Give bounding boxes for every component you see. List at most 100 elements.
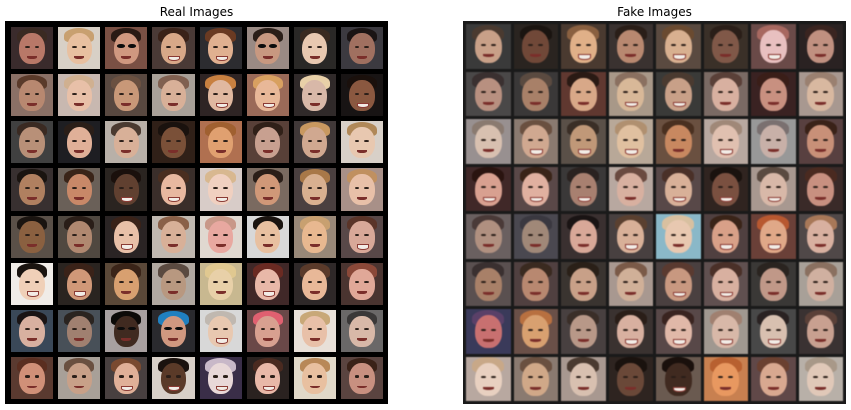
- real-face-image: [199, 27, 242, 70]
- real-face-image: [152, 215, 195, 258]
- fake-face-image: [466, 71, 511, 116]
- fake-face-image: [703, 119, 748, 164]
- real-face-image: [152, 74, 195, 117]
- real-images-title: Real Images: [159, 5, 234, 19]
- real-face-image: [293, 121, 336, 164]
- fake-face-image: [561, 24, 606, 69]
- real-face-image: [58, 215, 101, 258]
- real-face-image: [246, 168, 289, 211]
- real-face-image: [199, 74, 242, 117]
- real-face-image: [152, 309, 195, 352]
- fake-face-image: [751, 261, 796, 306]
- real-face-image: [340, 74, 383, 117]
- fake-face-image: [513, 166, 558, 211]
- fake-face-image: [608, 214, 653, 259]
- fake-face-image: [608, 24, 653, 69]
- real-face-image: [11, 215, 54, 258]
- real-face-image: [246, 215, 289, 258]
- real-face-image: [246, 262, 289, 305]
- fake-face-image: [608, 309, 653, 354]
- real-face-image: [11, 27, 54, 70]
- real-face-image: [293, 262, 336, 305]
- fake-images-panel: Fake Images: [463, 4, 846, 406]
- real-face-image: [152, 168, 195, 211]
- fake-face-image: [798, 214, 843, 259]
- real-face-image: [199, 356, 242, 399]
- real-face-image: [105, 215, 148, 258]
- real-face-image: [246, 356, 289, 399]
- fake-face-image: [798, 309, 843, 354]
- fake-face-image: [751, 71, 796, 116]
- fake-face-image: [608, 356, 653, 401]
- fake-face-image: [703, 261, 748, 306]
- fake-face-image: [656, 24, 701, 69]
- real-face-image: [152, 121, 195, 164]
- fake-face-image: [798, 24, 843, 69]
- real-face-image: [340, 121, 383, 164]
- fake-face-image: [656, 261, 701, 306]
- real-face-image: [11, 309, 54, 352]
- fake-face-image: [608, 71, 653, 116]
- real-face-image: [58, 121, 101, 164]
- real-face-image: [199, 309, 242, 352]
- real-face-image: [11, 74, 54, 117]
- real-face-image: [340, 27, 383, 70]
- fake-face-image: [751, 24, 796, 69]
- real-face-image: [246, 27, 289, 70]
- real-face-image: [105, 74, 148, 117]
- real-images-panel: Real Images: [5, 4, 388, 406]
- fake-face-image: [466, 166, 511, 211]
- fake-face-image: [466, 214, 511, 259]
- real-face-image: [105, 262, 148, 305]
- real-face-image: [105, 168, 148, 211]
- fake-face-image: [608, 261, 653, 306]
- real-face-image: [11, 262, 54, 305]
- fake-face-image: [656, 119, 701, 164]
- fake-face-image: [798, 261, 843, 306]
- real-face-image: [293, 27, 336, 70]
- fake-face-image: [513, 24, 558, 69]
- fake-face-image: [751, 309, 796, 354]
- real-face-image: [105, 27, 148, 70]
- fake-face-image: [656, 71, 701, 116]
- real-face-image: [199, 215, 242, 258]
- fake-face-image: [751, 119, 796, 164]
- real-face-image: [340, 168, 383, 211]
- real-face-image: [58, 27, 101, 70]
- real-face-image: [152, 27, 195, 70]
- fake-face-image: [751, 166, 796, 211]
- fake-face-image: [703, 214, 748, 259]
- fake-face-image: [703, 71, 748, 116]
- real-face-image: [11, 356, 54, 399]
- real-face-image: [246, 121, 289, 164]
- real-face-image: [58, 309, 101, 352]
- real-face-image: [105, 356, 148, 399]
- fake-face-image: [466, 356, 511, 401]
- real-face-image: [340, 215, 383, 258]
- fake-images-grid: [463, 21, 846, 404]
- fake-images-title: Fake Images: [617, 5, 692, 19]
- fake-face-image: [608, 119, 653, 164]
- fake-face-image: [561, 214, 606, 259]
- real-face-image: [199, 168, 242, 211]
- real-face-image: [58, 168, 101, 211]
- fake-face-image: [561, 309, 606, 354]
- fake-face-image: [466, 119, 511, 164]
- fake-face-image: [703, 24, 748, 69]
- real-face-image: [293, 356, 336, 399]
- real-face-image: [199, 262, 242, 305]
- fake-face-image: [703, 356, 748, 401]
- fake-face-image: [561, 166, 606, 211]
- real-face-image: [105, 121, 148, 164]
- fake-face-image: [513, 119, 558, 164]
- fake-face-image: [751, 356, 796, 401]
- fake-face-image: [798, 71, 843, 116]
- fake-face-image: [703, 166, 748, 211]
- real-face-image: [152, 356, 195, 399]
- fake-face-image: [466, 261, 511, 306]
- real-face-image: [105, 309, 148, 352]
- fake-face-image: [656, 309, 701, 354]
- fake-face-image: [703, 309, 748, 354]
- fake-face-image: [798, 166, 843, 211]
- real-face-image: [58, 356, 101, 399]
